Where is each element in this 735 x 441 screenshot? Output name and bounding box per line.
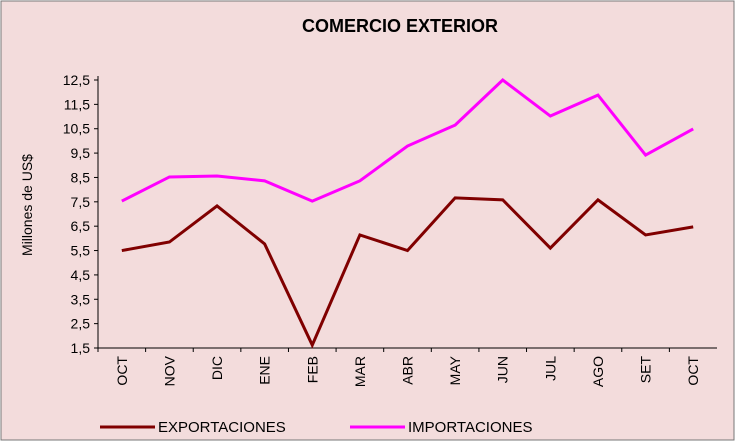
y-tick-label: 11,5 [64, 96, 90, 112]
y-tick-label: 8,5 [71, 169, 91, 185]
x-tick-label: ABR [400, 356, 416, 385]
x-tick-label: MAY [447, 355, 463, 385]
y-tick-label: 2,5 [71, 316, 91, 332]
y-axis-label: Millones de US$ [19, 154, 35, 256]
x-tick-label: ENE [257, 356, 273, 385]
x-tick-label: JUN [495, 356, 511, 383]
x-tick-label: OCT [114, 356, 130, 386]
series-line [121, 78, 694, 203]
y-tick-label: 7,5 [71, 194, 91, 210]
y-tick-label: 12,5 [63, 72, 90, 88]
y-tick-label: 1,5 [71, 340, 91, 356]
x-tick-label: MAR [352, 356, 368, 387]
x-tick-label: SET [638, 356, 654, 384]
x-tick-label: DIC [209, 356, 225, 380]
x-tick-label: FEB [304, 356, 320, 383]
x-tick-label: NOV [161, 355, 177, 386]
y-tick-label: 6,5 [71, 218, 91, 234]
x-tick-label: AGO [590, 356, 606, 387]
y-tick-label: 10,5 [63, 121, 90, 137]
series-line [121, 196, 694, 349]
legend-label: EXPORTACIONES [158, 419, 286, 436]
chart-title: COMERCIO EXTERIOR [302, 16, 498, 36]
y-tick-label: 5,5 [71, 243, 91, 259]
x-tick-label: OCT [685, 356, 701, 386]
y-tick-label: 4,5 [71, 267, 91, 283]
legend-label: IMPORTACIONES [408, 419, 532, 436]
y-tick-label: 3,5 [71, 291, 91, 307]
x-tick-label: JUL [542, 356, 558, 381]
y-tick-label: 9,5 [71, 145, 91, 161]
